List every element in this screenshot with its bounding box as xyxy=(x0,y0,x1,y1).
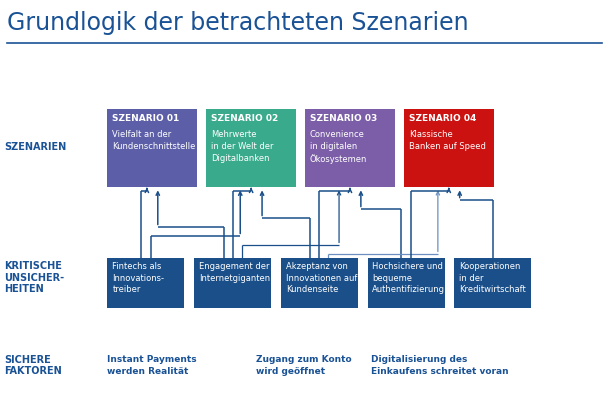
Text: SZENARIEN: SZENARIEN xyxy=(4,143,66,152)
Text: Instant Payments
werden Realität: Instant Payments werden Realität xyxy=(107,355,197,376)
Text: Grundlogik der betrachteten Szenarien: Grundlogik der betrachteten Szenarien xyxy=(7,11,469,35)
Text: SZENARIO 04: SZENARIO 04 xyxy=(409,114,476,123)
Bar xyxy=(305,110,395,187)
Text: Mehrwerte
in der Welt der
Digitalbanken: Mehrwerte in der Welt der Digitalbanken xyxy=(211,130,273,163)
Text: Vielfalt an der
Kundenschnittstelle: Vielfalt an der Kundenschnittstelle xyxy=(112,130,195,151)
Bar xyxy=(404,110,494,187)
Text: Zugang zum Konto
wird geöffnet: Zugang zum Konto wird geöffnet xyxy=(256,355,351,376)
Text: Convenience
in digitalen
Ökosystemen: Convenience in digitalen Ökosystemen xyxy=(310,130,367,164)
Bar xyxy=(107,110,197,187)
Text: SZENARIO 03: SZENARIO 03 xyxy=(310,114,377,123)
Text: Klassische
Banken auf Speed: Klassische Banken auf Speed xyxy=(409,130,485,151)
Text: Fintechs als
Innovations-
treiber: Fintechs als Innovations- treiber xyxy=(112,262,164,294)
Text: SZENARIO 01: SZENARIO 01 xyxy=(112,114,180,123)
Text: KRITISCHE
UNSICHER-
HEITEN: KRITISCHE UNSICHER- HEITEN xyxy=(4,261,65,294)
Text: Kooperationen
in der
Kreditwirtschaft: Kooperationen in der Kreditwirtschaft xyxy=(459,262,526,294)
Bar xyxy=(107,258,185,307)
Text: Digitalisierung des
Einkaufens schreitet voran: Digitalisierung des Einkaufens schreitet… xyxy=(371,355,509,376)
Text: SICHERE
FAKTOREN: SICHERE FAKTOREN xyxy=(4,355,62,376)
Text: Engagement der
Internetgiganten: Engagement der Internetgiganten xyxy=(199,262,270,283)
Text: SZENARIO 02: SZENARIO 02 xyxy=(211,114,278,123)
Bar xyxy=(454,258,531,307)
Text: Akzeptanz von
Innovationen auf
Kundenseite: Akzeptanz von Innovationen auf Kundensei… xyxy=(286,262,357,294)
Bar xyxy=(194,258,271,307)
Bar xyxy=(206,110,296,187)
Bar xyxy=(368,258,445,307)
Text: Hochsichere und
bequeme
Authentifizierung: Hochsichere und bequeme Authentifizierun… xyxy=(372,262,445,294)
Bar xyxy=(281,258,358,307)
